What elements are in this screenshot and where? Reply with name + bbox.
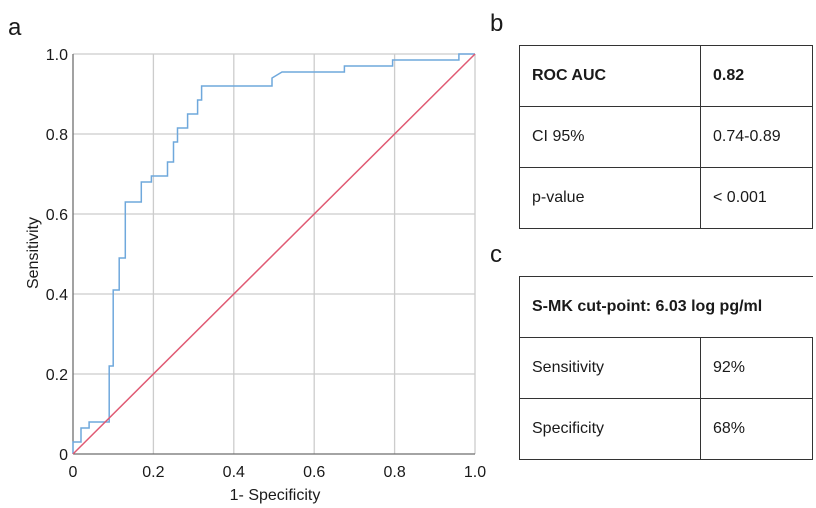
table-header-row: S-MK cut-point: 6.03 log pg/ml <box>519 276 813 338</box>
series-layer <box>72 53 476 455</box>
panel-label-b: b <box>490 10 504 37</box>
row-value: 0.82 <box>700 45 813 107</box>
row-label: p-value <box>519 167 701 229</box>
y-axis-label: Sensitivity <box>25 217 42 289</box>
x-axis-label: 1- Specificity <box>230 487 321 504</box>
x-tick-labels: 0 0.2 0.4 0.6 0.8 1.0 <box>69 464 487 481</box>
table-row: Sensitivity 92% <box>519 337 813 399</box>
row-label: Sensitivity <box>519 337 701 399</box>
cutpoint-header: S-MK cut-point: 6.03 log pg/ml <box>519 276 813 338</box>
y-tick-label: 0 <box>59 447 68 464</box>
y-tick-labels: 0 0.2 0.4 0.6 0.8 1.0 <box>46 47 68 464</box>
row-label: CI 95% <box>519 106 701 168</box>
table-row: CI 95% 0.74-0.89 <box>519 106 813 168</box>
row-value: 0.74-0.89 <box>700 106 813 168</box>
panel-label-c: c <box>490 241 502 268</box>
table-row: p-value < 0.001 <box>519 167 813 229</box>
x-tick-label: 0.6 <box>303 464 325 481</box>
y-tick-label: 1.0 <box>46 47 68 64</box>
roc-curve-line <box>72 53 475 454</box>
cutpoint-table: S-MK cut-point: 6.03 log pg/ml Sensitivi… <box>519 276 813 460</box>
x-tick-label: 0.8 <box>383 464 405 481</box>
x-tick-label: 0.4 <box>223 464 245 481</box>
x-tick-label: 0.2 <box>142 464 164 481</box>
row-value: < 0.001 <box>700 167 813 229</box>
x-tick-label: 0 <box>69 464 78 481</box>
y-tick-label: 0.8 <box>46 127 68 144</box>
y-tick-label: 0.6 <box>46 207 68 224</box>
auc-table: ROC AUC 0.82 CI 95% 0.74-0.89 p-value < … <box>519 45 813 229</box>
table-row: Specificity 68% <box>519 398 813 460</box>
row-label: ROC AUC <box>519 45 701 107</box>
reference-diagonal-line <box>72 53 476 455</box>
row-value: 68% <box>700 398 813 460</box>
x-tick-label: 1.0 <box>464 464 486 481</box>
row-label: Specificity <box>519 398 701 460</box>
plot-border <box>72 54 475 455</box>
y-tick-label: 0.4 <box>46 287 68 304</box>
row-value: 92% <box>700 337 813 399</box>
y-tick-label: 0.2 <box>46 367 68 384</box>
table-row: ROC AUC 0.82 <box>519 45 813 107</box>
panel-label-a: a <box>8 14 22 41</box>
